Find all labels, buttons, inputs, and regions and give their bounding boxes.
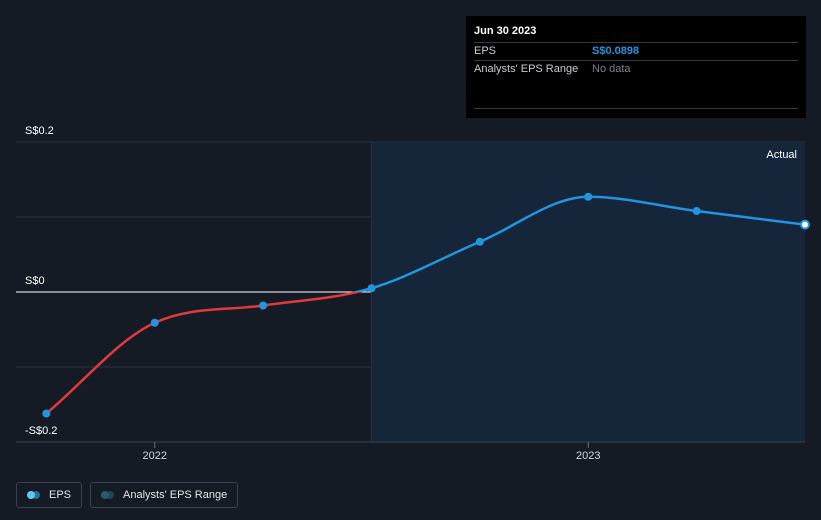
eps-point — [42, 409, 51, 418]
eps-point — [475, 237, 484, 246]
tooltip-row-eps: EPS S$0.0898 — [474, 42, 798, 60]
x-tick-label: 2023 — [576, 450, 600, 462]
tooltip-row-range: Analysts' EPS Range No data — [474, 60, 798, 78]
chart-legend: EPS Analysts' EPS Range — [16, 482, 239, 508]
eps-point — [367, 284, 376, 293]
x-tick-label: 2022 — [142, 450, 166, 462]
range-legend-icon — [101, 491, 115, 499]
actual-region-background — [371, 142, 805, 442]
legend-item-analysts-range[interactable]: Analysts' EPS Range — [90, 482, 239, 508]
y-axis-labels: S$0.2 S$0 -S$0.2 — [25, 125, 57, 437]
x-axis-ticks: 2022 2023 — [142, 442, 600, 462]
eps-series-points — [42, 192, 810, 418]
eps-point-highlighted — [800, 219, 810, 230]
eps-point — [584, 192, 593, 201]
eps-point — [259, 301, 268, 310]
eps-legend-icon — [27, 491, 41, 499]
tooltip-eps-value: S$0.0898 — [592, 45, 640, 57]
legend-item-eps[interactable]: EPS — [16, 482, 83, 508]
legend-eps-label: EPS — [49, 489, 72, 501]
y-tick-label: -S$0.2 — [25, 425, 57, 437]
tooltip-range-label: Analysts' EPS Range — [474, 63, 579, 75]
tooltip-range-value: No data — [592, 63, 631, 75]
eps-series-lines — [45, 195, 806, 415]
eps-point — [150, 318, 159, 327]
actual-region-label: Actual — [766, 149, 797, 161]
eps-point — [692, 207, 701, 215]
y-tick-label: S$0.2 — [25, 125, 54, 137]
eps-chart: S$0.2 S$0 -S$0.2 2022 2023 Actual — [16, 125, 810, 462]
y-tick-label: S$0 — [25, 275, 45, 287]
tooltip-divider — [474, 108, 798, 109]
eps-line-negative — [45, 292, 363, 415]
legend-range-label: Analysts' EPS Range — [123, 489, 228, 501]
tooltip-eps-label: EPS — [474, 45, 497, 57]
eps-tooltip: Jun 30 2023 EPS S$0.0898 Analysts' EPS R… — [466, 16, 806, 118]
eps-line-positive — [351, 195, 806, 292]
tooltip-date: Jun 30 2023 — [474, 25, 537, 37]
